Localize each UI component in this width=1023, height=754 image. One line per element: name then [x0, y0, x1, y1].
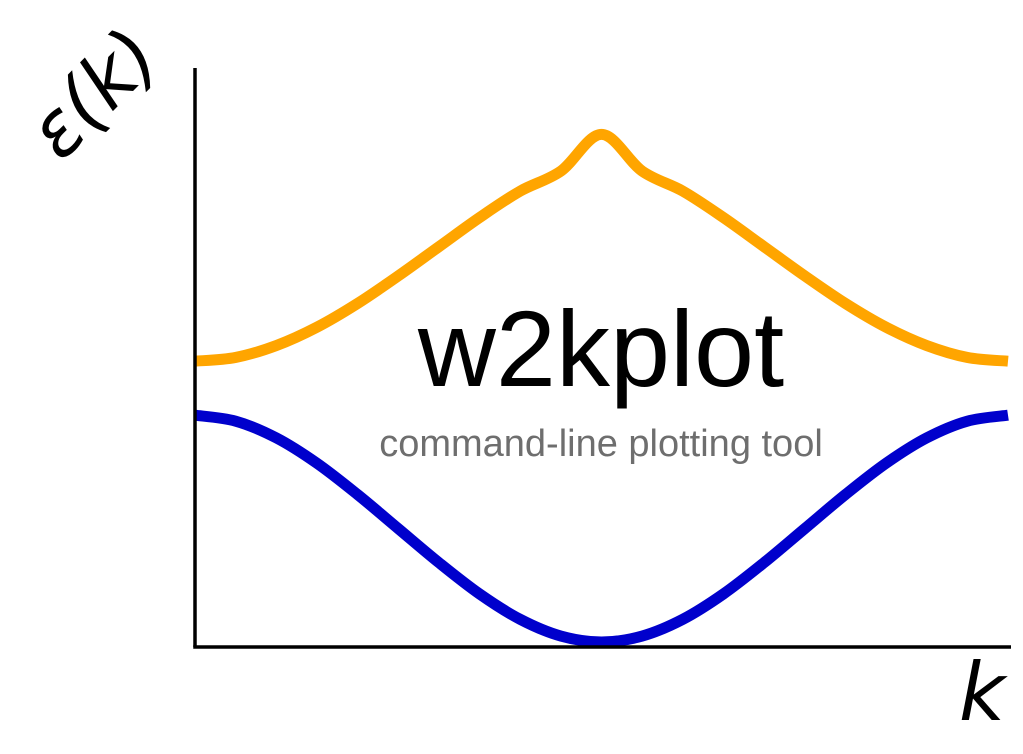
- x-axis-label: k: [959, 646, 1008, 739]
- chart-subtitle: command-line plotting tool: [379, 423, 823, 465]
- plot-area: [194, 128, 1009, 648]
- upper-band-line: [194, 128, 1009, 367]
- chart-title: w2kplot: [417, 288, 784, 409]
- y-axis-label: ε(k): [11, 11, 176, 176]
- lower-band-line: [194, 409, 1009, 648]
